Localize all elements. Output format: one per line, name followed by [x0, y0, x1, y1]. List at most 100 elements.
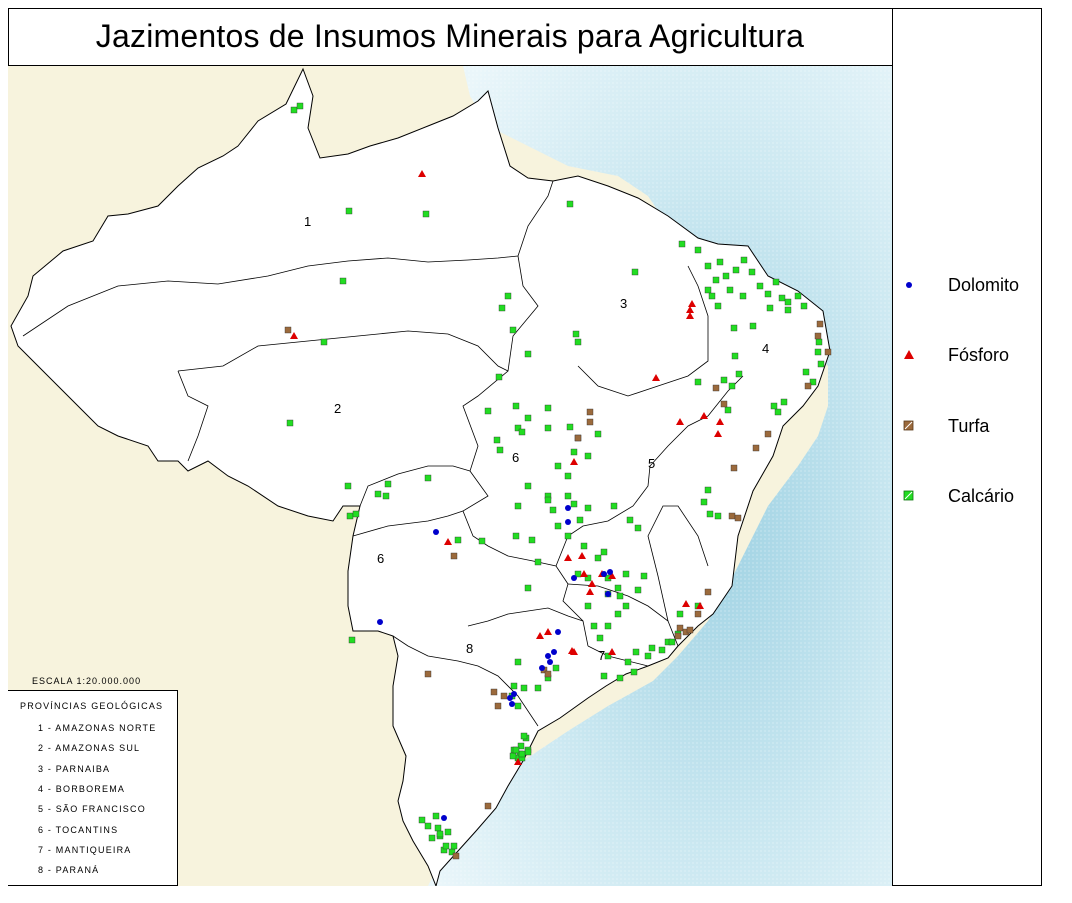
calcario-marker — [496, 446, 504, 454]
calcario-marker — [748, 268, 756, 276]
calcario-marker — [724, 406, 732, 414]
calcario-marker — [784, 306, 792, 314]
calcario-marker — [610, 502, 618, 510]
calcario-marker — [518, 428, 526, 436]
calcario-marker — [564, 492, 572, 500]
province-item: 4 - BORBOREMA — [38, 784, 126, 794]
turfa-icon — [903, 420, 914, 431]
calcario-marker — [631, 268, 639, 276]
fosforo-marker — [418, 170, 426, 177]
calcario-marker — [345, 207, 353, 215]
calcario-marker — [739, 292, 747, 300]
calcario-marker — [514, 502, 522, 510]
provinces-title: PROVÍNCIAS GEOLÓGICAS — [20, 701, 164, 711]
turfa-marker — [484, 802, 492, 810]
province-number-label: 1 — [304, 214, 311, 229]
legend-label: Fósforo — [948, 345, 1010, 365]
calcario-marker — [716, 258, 724, 266]
calcario-marker — [382, 492, 390, 500]
dolomito-marker — [433, 529, 439, 535]
province-item: 8 - PARANÁ — [38, 865, 100, 875]
fosforo-marker — [688, 300, 696, 307]
calcario-marker — [634, 524, 642, 532]
deposit-markers — [284, 102, 832, 860]
calcario-marker — [726, 286, 734, 294]
calcario-marker — [720, 376, 728, 384]
map-title: Jazimentos de Insumos Minerais para Agri… — [95, 18, 805, 54]
calcario-marker — [418, 816, 426, 824]
calcario-marker — [600, 672, 608, 680]
calcario-marker — [428, 834, 436, 842]
calcario-marker — [802, 368, 810, 376]
fosforo-marker — [682, 600, 690, 607]
calcario-marker — [814, 348, 822, 356]
calcario-marker — [634, 586, 642, 594]
calcario-marker — [594, 430, 602, 438]
calcario-marker — [484, 407, 492, 415]
turfa-marker — [686, 626, 694, 634]
calcario-marker — [694, 378, 702, 386]
calcario-marker — [622, 602, 630, 610]
calcario-marker — [640, 572, 648, 580]
calcario-marker — [424, 822, 432, 830]
calcario-marker — [554, 522, 562, 530]
calcario-marker — [676, 610, 684, 618]
calcario-marker — [510, 682, 518, 690]
calcario-marker — [504, 292, 512, 300]
turfa-marker — [730, 464, 738, 472]
calcario-marker — [544, 424, 552, 432]
turfa-marker — [752, 444, 760, 452]
calcario-marker — [632, 648, 640, 656]
province-item: 5 - SÃO FRANCISCO — [38, 804, 146, 814]
province-number-label: 2 — [334, 401, 341, 416]
calcario-marker — [528, 536, 536, 544]
calcario-marker — [708, 292, 716, 300]
calcario-marker — [800, 302, 808, 310]
fosforo-marker — [696, 602, 704, 609]
dolomito-marker — [547, 659, 553, 665]
calcario-marker — [596, 634, 604, 642]
dolomito-marker — [555, 629, 561, 635]
turfa-marker — [694, 610, 702, 618]
turfa-marker — [284, 326, 292, 334]
calcario-marker — [520, 732, 528, 740]
legend-label: Calcário — [948, 486, 1015, 506]
calcario-marker — [512, 746, 520, 754]
calcario-marker — [524, 584, 532, 592]
fosforo-marker — [652, 374, 660, 381]
calcario-marker — [728, 382, 736, 390]
fosforo-marker — [676, 418, 684, 425]
fosforo-marker — [608, 648, 616, 655]
fosforo-marker — [586, 588, 594, 595]
calcario-marker — [706, 510, 714, 518]
legend-item-turfa: Turfa — [893, 414, 1042, 438]
fosforo-marker — [568, 647, 576, 654]
calcario-marker — [770, 402, 778, 410]
calcario-marker — [794, 292, 802, 300]
calcario-marker — [436, 830, 444, 838]
dolomito-marker — [377, 619, 383, 625]
turfa-marker — [712, 384, 720, 392]
calcario-marker — [772, 278, 780, 286]
calcario-marker — [534, 684, 542, 692]
calcario-marker — [730, 324, 738, 332]
title-box: Jazimentos de Insumos Minerais para Agri… — [8, 8, 893, 66]
calcario-marker — [580, 542, 588, 550]
province-number-label: 6 — [377, 551, 384, 566]
legend-label: Dolomito — [948, 275, 1020, 295]
calcario-marker — [574, 570, 582, 578]
calcario-icon — [903, 490, 914, 501]
dolomito-marker — [565, 505, 571, 511]
legend-item-calcario: Calcário — [893, 484, 1042, 508]
fosforo-marker — [714, 430, 722, 437]
province-number-label: 6 — [512, 450, 519, 465]
calcario-marker — [644, 652, 652, 660]
calcario-marker — [722, 272, 730, 280]
turfa-marker — [764, 430, 772, 438]
calcario-marker — [512, 532, 520, 540]
calcario-marker — [495, 373, 503, 381]
calcario-marker — [749, 322, 757, 330]
legend: Dolomito Fósforo Turfa Calcário — [893, 66, 1042, 886]
dolomito-marker — [511, 691, 517, 697]
turfa-marker — [586, 418, 594, 426]
